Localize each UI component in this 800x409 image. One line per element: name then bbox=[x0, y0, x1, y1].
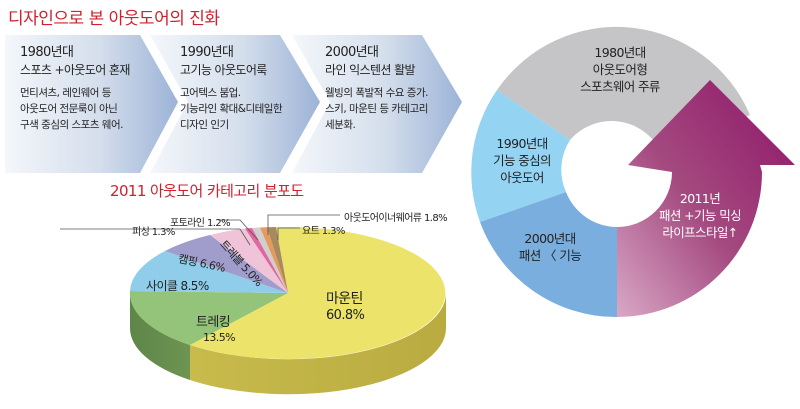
stage-era: 1990년대 bbox=[180, 45, 234, 60]
chevron-1980 bbox=[5, 35, 178, 173]
timeline: 1980년대 스포츠 +아웃도어 혼재 먼티셔츠, 레인웨어 등 아웃도어 전문… bbox=[0, 30, 470, 178]
pie-slice-innerwear bbox=[267, 227, 288, 293]
donut-seg-2011 bbox=[617, 80, 795, 317]
stage-1990: 1990년대 고기능 아웃도어룩 고어텍스 붐업. 기능라인 확대&디테일한 디… bbox=[180, 44, 330, 133]
page-title: 디자인으로 본 아웃도어의 진화 bbox=[8, 9, 220, 29]
pie-slice-yacht bbox=[260, 227, 288, 293]
stage-description: 고어텍스 붐업. 기능라인 확대&디테일한 디자인 인기 bbox=[180, 87, 283, 131]
label-trekking-pct: 13.5% bbox=[203, 331, 236, 344]
chevron-1990 bbox=[150, 35, 320, 173]
stage-era: 2000년대 bbox=[325, 45, 379, 60]
stage-description: 웰빙의 폭발적 수요 증가. 스키, 마운틴 등 카테고리 세분화. bbox=[325, 87, 428, 131]
pie-side-trekking bbox=[129, 293, 190, 380]
donut-label-2000: 2000년대 패션 〈 기능 bbox=[518, 231, 582, 263]
donut-label-2011: 2011년 패션 +기능 믹싱 라이프스타일↑ bbox=[658, 191, 742, 240]
label-mountain-pct: 60.8% bbox=[326, 308, 365, 323]
stage-era: 1980년대 bbox=[20, 45, 74, 60]
stage-heading: 라인 익스텐션 활발 bbox=[325, 63, 416, 77]
label-fishing: 피싱 1.3% bbox=[132, 227, 175, 238]
label-portline: 포토라인 1.2% bbox=[170, 218, 231, 229]
label-trekking: 트레킹 bbox=[196, 315, 231, 330]
pie-chart-title: 2011 아웃도어 카테고리 분포도 bbox=[110, 182, 304, 200]
chevron-2000 bbox=[292, 35, 462, 173]
donut-label-1990: 1990년대 기능 중심의 아웃도어 bbox=[493, 136, 551, 185]
pie-slice-mountain bbox=[190, 226, 446, 359]
pie-3d-graphic bbox=[60, 214, 447, 395]
leader-lines bbox=[60, 214, 340, 246]
timeline-chevrons bbox=[5, 35, 462, 173]
label-cycle: 사이클 8.5% bbox=[146, 279, 209, 293]
donut-seg-2000 bbox=[480, 192, 617, 318]
pie-slice-cycle bbox=[130, 251, 288, 293]
stage-heading: 고기능 아웃도어룩 bbox=[180, 63, 267, 77]
pie-chart: 마운틴 60.8% 트레킹 13.5% 사이클 8.5% 캠핑 6.6% 트레블… bbox=[0, 195, 470, 405]
pie-slice-fishing bbox=[245, 228, 288, 293]
donut-seg-1990 bbox=[471, 90, 570, 222]
stage-description: 먼티셔츠, 레인웨어 등 아웃도어 전문룩이 아닌 구색 중심의 스포츠 웨어. bbox=[20, 87, 123, 131]
stage-2000: 2000년대 라인 익스텐션 활발 웰빙의 폭발적 수요 증가. 스키, 마운틴… bbox=[325, 44, 475, 133]
evolution-donut: 1980년대 아웃도어형 스포츠웨어 주류 1990년대 기능 중심의 아웃도어… bbox=[460, 0, 800, 330]
label-innerwear: 아웃도어이너웨어류 1.8% bbox=[344, 213, 448, 224]
stage-heading: 스포츠 +아웃도어 혼재 bbox=[20, 63, 130, 77]
pie-side-mountain bbox=[190, 293, 447, 395]
label-mountain: 마운틴 bbox=[326, 291, 363, 307]
donut-label-1980: 1980년대 아웃도어형 스포츠웨어 주류 bbox=[580, 45, 660, 94]
pie-slice-portline bbox=[252, 227, 288, 293]
pie-slice-trekking bbox=[129, 291, 288, 345]
donut-graphic bbox=[471, 26, 795, 318]
pie-slice-camping bbox=[165, 235, 288, 293]
pie-slice-travel bbox=[210, 228, 288, 293]
label-yacht: 요트 1.3% bbox=[302, 226, 345, 237]
stage-1980: 1980년대 스포츠 +아웃도어 혼재 먼티셔츠, 레인웨어 등 아웃도어 전문… bbox=[20, 44, 170, 133]
